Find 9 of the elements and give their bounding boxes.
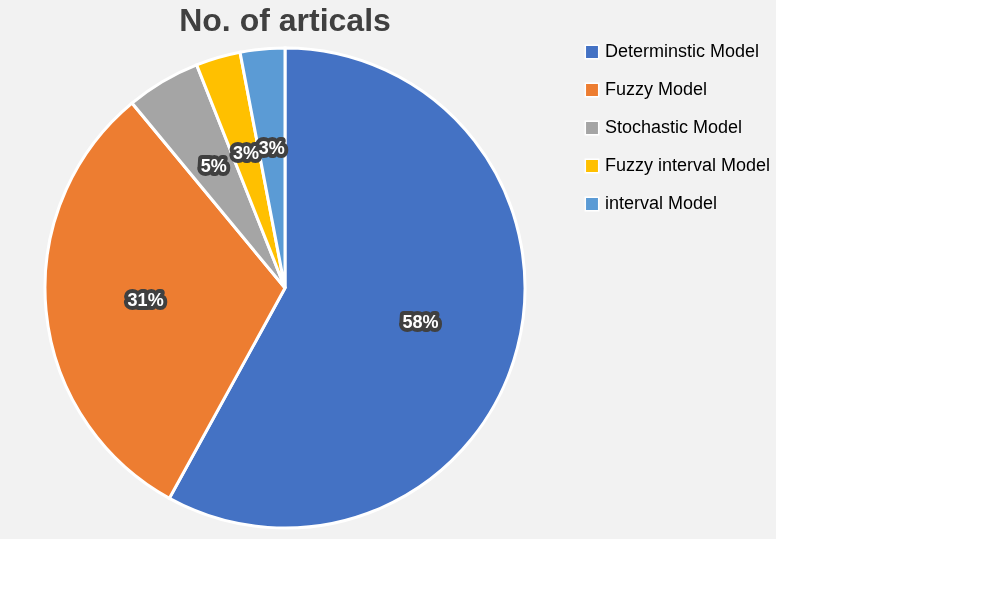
chart-title: No. of articals [179,2,391,38]
legend-label: Fuzzy Model [605,79,708,99]
data-label: 5% [200,156,227,177]
legend-label: interval Model [605,193,718,213]
legend-label: Determinstic Model [605,41,760,61]
data-label: 58% [402,311,439,332]
legend-label: Fuzzy interval Model [605,155,771,175]
legend-label: Stochastic Model [605,117,743,137]
data-label: 31% [127,290,164,311]
